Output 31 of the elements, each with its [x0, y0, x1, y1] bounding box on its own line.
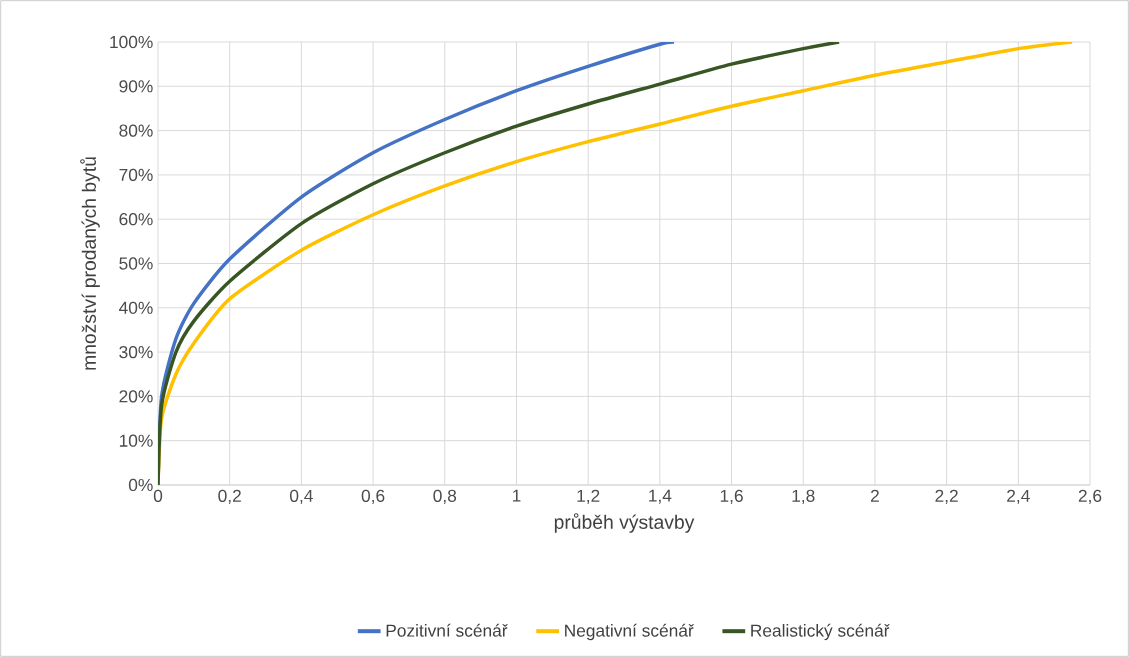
x-tick-label: 0,4	[290, 489, 313, 505]
y-tick-label: 10%	[119, 434, 153, 447]
y-tick-label: 0%	[128, 478, 153, 492]
x-tick-label: 1,4	[649, 489, 672, 504]
x-tick-label: 1	[512, 489, 521, 502]
line-series	[158, 41, 841, 485]
x-tick-label: 2	[870, 489, 879, 502]
y-tick-label: 60%	[119, 213, 153, 226]
y-tick-label: 40%	[119, 301, 153, 314]
x-tick-label: 0,6	[361, 489, 385, 505]
y-tick-label: 70%	[119, 168, 153, 182]
y-tick-label: 50%	[119, 257, 153, 270]
x-tick-label: 0	[153, 489, 163, 502]
x-tick-label: 0,8	[433, 489, 457, 505]
x-tick-label: 1,6	[720, 489, 743, 505]
x-tick-label: 0,2	[218, 489, 241, 505]
y-tick-label: 80%	[119, 124, 153, 137]
y-tick-label: 100%	[110, 35, 153, 49]
y-tick-label: 90%	[119, 80, 153, 93]
y-tick-label: 30%	[119, 345, 153, 359]
x-tick-label: 2,4	[1007, 489, 1030, 505]
x-tick-label: 1,2	[577, 489, 600, 505]
x-axis-title: průběh výstavby	[554, 513, 695, 533]
legend-label: Negativní scénář	[565, 623, 695, 641]
x-tick-label: 1,8	[792, 489, 815, 505]
x-tick-label: 2,6	[1078, 489, 1102, 505]
legend-label: Realistický scénář	[751, 623, 890, 641]
legend-label: Pozitivní scénář	[386, 623, 508, 637]
y-tick-label: 20%	[119, 390, 153, 403]
y-axis-title: množství prodaných bytů	[80, 157, 100, 370]
x-tick-label: 2,2	[935, 489, 958, 505]
